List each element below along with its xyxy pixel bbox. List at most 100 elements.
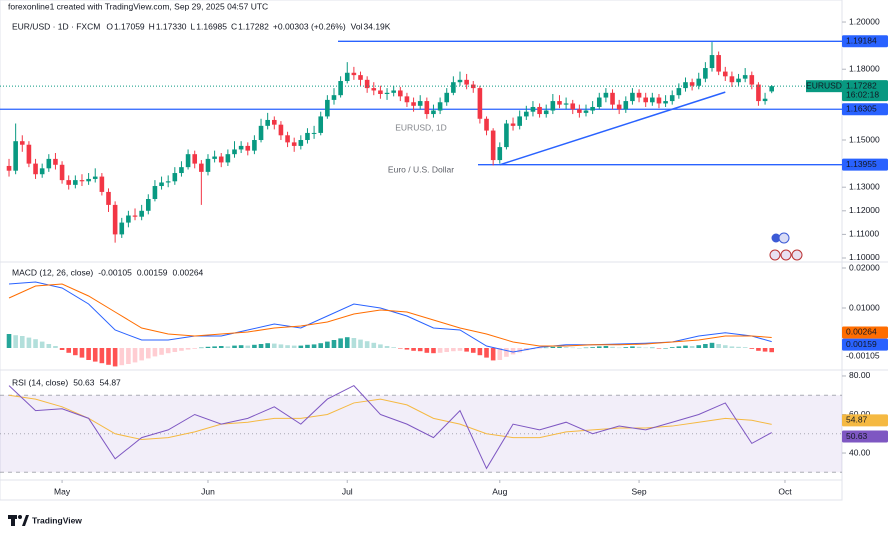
legend-value: 1.17330 [156, 21, 187, 31]
symbol-tag: EURUSD [806, 80, 842, 90]
candle-body [225, 154, 231, 163]
candle-body [722, 71, 728, 77]
y-tick-label: 1.11000 [849, 229, 879, 239]
rsi-ma-value-label-box [842, 414, 888, 427]
histogram-bar [716, 344, 721, 348]
candle-body [729, 76, 735, 83]
legend-vol-key: Vol [351, 21, 363, 31]
level-label: 1.16305 [846, 103, 877, 113]
histogram-value-label: -0.00105 [846, 350, 880, 360]
symbol-tag-box [806, 80, 842, 93]
histogram-bar [232, 345, 237, 348]
histogram-bar [437, 348, 443, 353]
histogram-bar [404, 348, 410, 350]
histogram-bar [417, 348, 423, 352]
macd-value-label: 0.00159 [846, 339, 877, 349]
histogram-bar [179, 348, 184, 351]
y-tick-label: 40.00 [849, 447, 871, 457]
candle-body [291, 142, 297, 146]
histogram-bar [769, 348, 775, 353]
histogram-bar [643, 347, 648, 349]
histogram-bar [696, 345, 702, 348]
candle-body [218, 156, 224, 163]
candle-body [179, 167, 184, 174]
legend-rsi: 50.63 [73, 377, 95, 387]
candle-body [490, 130, 496, 161]
brand: TradingView [32, 515, 82, 525]
candle-body [285, 135, 290, 143]
histogram-bar [398, 348, 403, 349]
legend-value: 1.17059 [114, 21, 145, 31]
candle-body [510, 123, 516, 126]
candle-body [159, 182, 164, 187]
histogram-bar [431, 348, 436, 354]
candle-body [66, 180, 72, 185]
candle-body [92, 176, 98, 179]
histogram-bar [596, 346, 602, 348]
histogram-bar [537, 348, 542, 349]
histogram-bar [338, 338, 343, 348]
flag-icon [778, 232, 790, 244]
histogram-bar [99, 348, 105, 364]
candle-body [742, 75, 748, 79]
candle-body [570, 103, 576, 110]
candle-body [6, 165, 12, 171]
watermark: EURUSD, 1D [395, 122, 446, 132]
candle-body [762, 98, 768, 102]
candle-body [252, 140, 257, 151]
candle-body [683, 82, 688, 89]
histogram-bar [119, 348, 125, 366]
candle-body [112, 204, 118, 235]
histogram-bar [603, 346, 609, 348]
legend-histogram: -0.00105 [98, 267, 132, 277]
histogram-bar [185, 348, 191, 350]
histogram-bar [318, 343, 324, 348]
histogram-bar [152, 348, 158, 357]
y-tick-label: 1.12000 [849, 205, 880, 215]
histogram-bar [756, 348, 761, 351]
candle-body [470, 84, 476, 89]
candle-body [26, 144, 32, 164]
legend-key: H [149, 21, 155, 31]
legend-macd: 0.00159 [137, 267, 168, 277]
histogram-bar [749, 348, 755, 349]
histogram-bar [46, 344, 52, 348]
candle-body [19, 141, 25, 145]
histogram-bar [590, 347, 595, 348]
histogram-bar [73, 348, 78, 356]
candle-body [79, 180, 85, 182]
histogram-bar [577, 348, 582, 349]
logo-part [22, 515, 29, 526]
legend-value: 1.17282 [238, 21, 269, 31]
histogram-bar [13, 335, 18, 348]
candle-body [517, 116, 522, 126]
histogram-bar [126, 348, 131, 364]
histogram-bar [378, 344, 383, 348]
candle-body [119, 222, 125, 235]
candle-body [185, 154, 191, 168]
countdown: 16:02:18 [846, 89, 879, 99]
created-by: forexonline1 created with TradingView.co… [8, 1, 268, 11]
level-label-box [842, 103, 888, 116]
histogram-bar [252, 344, 257, 348]
histogram-bar [504, 348, 509, 357]
candle-body [344, 72, 350, 82]
candle-body [152, 186, 158, 199]
candle-body [371, 88, 377, 91]
histogram-bar [557, 346, 562, 348]
candle-body [232, 149, 237, 155]
histogram-bar [39, 341, 45, 348]
histogram-bar [358, 339, 363, 348]
candle-body [338, 81, 343, 96]
candle-body [417, 101, 423, 106]
histogram-bar [517, 348, 522, 353]
histogram-bar [464, 348, 469, 352]
histogram-bar [623, 347, 629, 348]
histogram-bar [689, 346, 695, 348]
candle-body [504, 123, 509, 148]
legend-symbol: EUR/USD · 1D · FXCM [12, 21, 100, 31]
candle-body [53, 158, 58, 165]
